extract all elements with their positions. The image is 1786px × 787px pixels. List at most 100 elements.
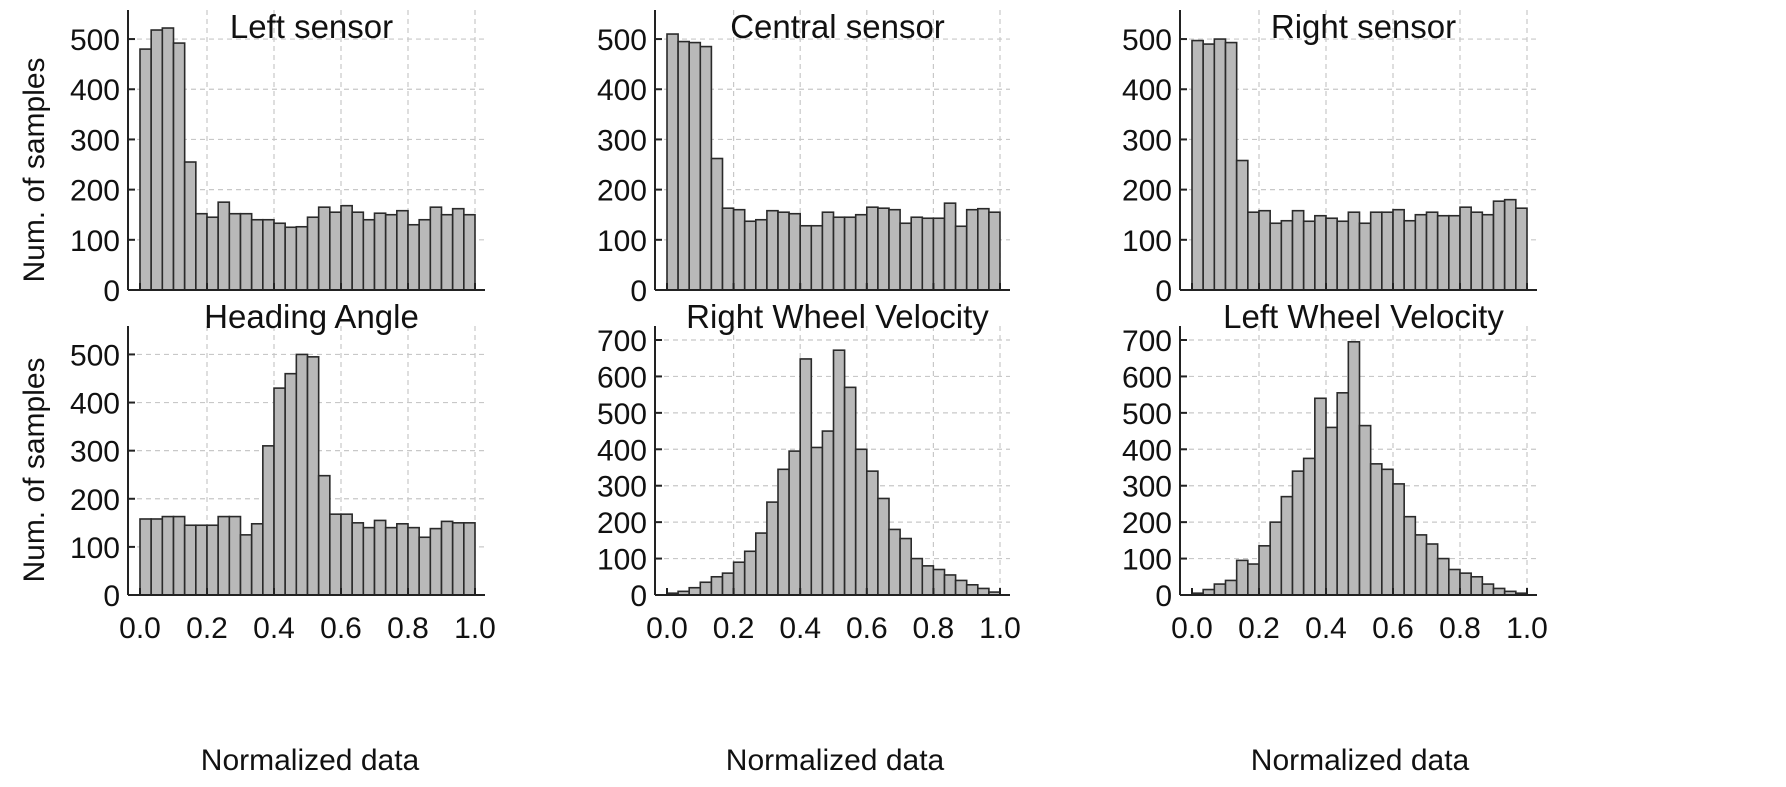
histogram-bar <box>1347 211 1361 291</box>
x-tick-label: 0.6 <box>320 612 362 645</box>
histogram-bar <box>1470 211 1484 291</box>
histogram-bar <box>1381 211 1394 291</box>
y-tick-label: 200 <box>1122 507 1172 540</box>
histogram-bar <box>1269 521 1283 596</box>
histogram-bar <box>854 213 868 291</box>
histogram-bar <box>284 226 298 291</box>
histogram-bar <box>362 526 376 596</box>
histogram-bar <box>206 524 219 596</box>
y-tick-label: 700 <box>597 325 647 358</box>
y-tick-label: 600 <box>597 361 647 394</box>
y-tick-label: 0 <box>103 275 120 308</box>
histogram-bar <box>172 42 186 291</box>
histogram-bar <box>710 157 724 291</box>
y-tick-label: 400 <box>70 388 120 421</box>
histogram-bar <box>329 513 342 596</box>
histogram-bar <box>429 206 443 291</box>
x-axis-label-center: Normalized data <box>726 744 945 777</box>
histogram-bar <box>843 386 857 596</box>
histogram-bar <box>440 520 454 596</box>
histogram-bar <box>195 524 208 596</box>
y-tick-label: 500 <box>1122 398 1172 431</box>
histogram-panel: 0 100 200 300 400 500 Central sensor <box>597 8 1010 308</box>
histogram-bar <box>943 574 957 596</box>
histogram-panel: 0 100 200 300 400 500 Right sensor <box>1122 8 1537 308</box>
histogram-bar <box>351 522 365 596</box>
histogram-bar <box>1347 341 1361 596</box>
histogram-bar <box>1436 214 1450 291</box>
histogram-bar <box>688 586 702 596</box>
y-tick-label: 100 <box>1122 544 1172 577</box>
histogram-bar <box>250 218 264 291</box>
histogram-bar <box>1314 214 1327 291</box>
y-tick-label: 400 <box>1122 434 1172 467</box>
histogram-bar <box>1425 211 1439 291</box>
histogram-bar <box>463 522 476 596</box>
histogram-bar <box>306 216 320 291</box>
histogram-bar <box>810 446 824 596</box>
histogram-bar <box>1392 483 1405 596</box>
histogram-bar <box>250 522 264 596</box>
y-axis-label-top: Num. of samples <box>18 57 51 282</box>
histogram-bar <box>732 208 746 291</box>
histogram-bar <box>788 450 801 596</box>
histogram-bar <box>1492 200 1506 291</box>
histogram-bar <box>384 213 398 291</box>
histogram-bar <box>228 515 242 596</box>
histogram-bar <box>317 206 331 291</box>
histogram-bar <box>1481 583 1495 596</box>
histogram-bar <box>340 513 353 596</box>
y-tick-label: 100 <box>70 225 120 258</box>
histogram-bar <box>721 207 735 291</box>
histogram-bar <box>943 202 957 291</box>
histogram-bar <box>262 445 275 596</box>
histogram-bar <box>788 212 801 291</box>
histogram-bar <box>865 206 879 291</box>
histogram-bar <box>854 448 868 596</box>
histogram-bar <box>262 218 275 291</box>
histogram-bar <box>921 565 935 596</box>
y-tick-label: 100 <box>597 544 647 577</box>
histogram-panel: 0 100 200 300 400 500 Left sensor <box>70 8 485 308</box>
histogram-bar <box>451 207 465 291</box>
histogram-bar <box>1392 208 1405 291</box>
x-tick-label: 1.0 <box>1506 612 1548 645</box>
histogram-bar <box>1235 159 1249 291</box>
histogram-bar <box>1481 213 1495 291</box>
y-tick-label: 400 <box>70 74 120 107</box>
x-axis-label-left: Normalized data <box>201 744 420 777</box>
histogram-bar <box>362 218 376 291</box>
histogram-bar <box>976 207 990 291</box>
histogram-bar <box>463 213 476 291</box>
x-tick-label: 0.4 <box>779 612 821 645</box>
histogram-bar <box>1258 209 1271 291</box>
histogram-bar <box>1369 211 1383 291</box>
histogram-bar <box>418 536 432 596</box>
histogram-bar <box>766 209 779 291</box>
histogram-bar <box>799 224 813 291</box>
histogram-bar <box>677 40 690 291</box>
y-tick-label: 600 <box>1122 361 1172 394</box>
histogram-bar <box>832 349 846 596</box>
histogram-bar <box>1213 38 1227 291</box>
x-tick-label: 0.4 <box>1305 612 1347 645</box>
histogram-bar <box>777 211 790 291</box>
histogram-bar <box>754 532 768 596</box>
y-tick-label: 500 <box>1122 24 1172 57</box>
histogram-bar <box>1202 43 1216 291</box>
y-tick-label: 100 <box>70 532 120 565</box>
y-tick-label: 300 <box>1122 471 1172 504</box>
histogram-bar <box>161 27 175 291</box>
histogram-bar <box>351 211 365 291</box>
histogram-bar <box>877 497 890 596</box>
x-tick-label: 0.6 <box>1372 612 1414 645</box>
histogram-bar <box>1414 534 1428 596</box>
histogram-bar <box>1291 470 1305 596</box>
y-tick-label: 400 <box>597 74 647 107</box>
histogram-bar <box>373 212 387 291</box>
y-tick-label: 100 <box>1122 225 1172 258</box>
histogram-bar <box>1280 495 1294 596</box>
